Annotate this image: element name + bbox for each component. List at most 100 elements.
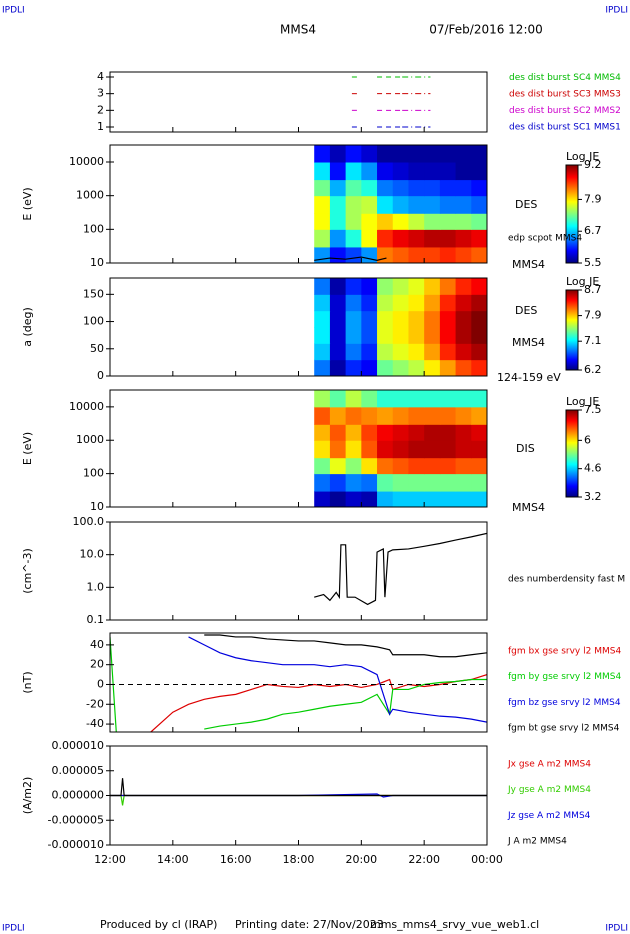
legend-label: fgm bz gse srvy l2 MMS4 (508, 698, 621, 708)
heat-cell (361, 390, 378, 408)
colorbar-tick-label: 7.9 (584, 309, 602, 322)
y-tick-label: 0.000010 (52, 739, 105, 752)
heat-cell (345, 229, 362, 248)
y-tick-label: 3 (97, 87, 104, 100)
panel-label: MMS4 (512, 336, 545, 349)
heat-cell (361, 424, 378, 441)
heat-cell (439, 278, 457, 295)
colorbar-tick-label: 7.1 (584, 334, 602, 347)
heat-cell (329, 213, 347, 230)
frame (109, 521, 488, 621)
heat-cell (314, 406, 331, 425)
heat-cell (455, 294, 472, 312)
heat-cell (329, 195, 347, 214)
heat-cell (314, 457, 331, 475)
heat-cell (345, 390, 362, 408)
panel-label: MMS4 (512, 258, 545, 271)
heat-cell (361, 491, 378, 507)
heat-cell (361, 440, 378, 459)
heat-cell (314, 310, 331, 328)
plot-area (314, 532, 487, 606)
heat-cell (314, 213, 331, 230)
heat-cell (392, 294, 409, 312)
colorbar (565, 289, 579, 371)
heat-cell (424, 359, 441, 376)
y-tick-label: 0.1 (87, 613, 105, 626)
heat-cell (439, 310, 457, 328)
legend-label: des dist burst SC2 MMS2 (509, 106, 621, 116)
heat-cell (439, 424, 457, 441)
plot-area (314, 145, 487, 263)
colorbar-tick-label: 6.7 (584, 224, 602, 237)
heat-cell (392, 213, 409, 230)
y-tick-label: 10000 (69, 155, 104, 168)
heat-cell (377, 229, 394, 248)
y-tick-label: -0.000005 (48, 813, 104, 826)
heat-cell (424, 343, 441, 361)
heat-cell (361, 195, 378, 214)
heat-cell (392, 195, 409, 214)
heat-cell (329, 294, 347, 312)
heat-cell (408, 145, 425, 163)
legend-label: fgm by gse srvy l2 MMS4 (508, 672, 621, 682)
heat-cell (329, 406, 347, 425)
heat-cell (424, 310, 441, 328)
y-tick-label: 40 (90, 638, 104, 651)
heat-cell (361, 343, 378, 361)
heat-cell (471, 327, 487, 344)
heat-cell (314, 278, 331, 295)
heat-cell (361, 310, 378, 328)
heat-cell (455, 424, 472, 441)
heat-cell (439, 229, 457, 248)
heat-cell (471, 406, 487, 425)
series-line (314, 532, 487, 606)
panel-label: DIS (516, 442, 535, 455)
x-tick-label: 20:00 (345, 853, 377, 866)
heat-cell (345, 406, 362, 425)
x-tick-label: 12:00 (94, 853, 126, 866)
heat-cell (455, 179, 472, 197)
plot-area (351, 76, 431, 128)
y-tick-label: 100 (83, 467, 104, 480)
frame (109, 71, 488, 133)
heat-cell (329, 229, 347, 248)
heat-cell (424, 145, 441, 163)
heat-cell (424, 162, 441, 181)
series-line (204, 634, 487, 658)
heat-cell (424, 440, 441, 459)
y-tick-label: 0 (97, 677, 104, 690)
y-tick-label: 100.0 (73, 515, 105, 528)
heat-cell (392, 343, 409, 361)
heat-cell (455, 343, 472, 361)
colorbar-tick-label: 6 (584, 433, 591, 446)
heat-cell (329, 327, 347, 344)
heat-cell (377, 457, 394, 475)
heat-cell (329, 359, 347, 376)
heat-cell (424, 229, 441, 248)
heat-cell (455, 278, 472, 295)
heat-cell (329, 310, 347, 328)
heat-cell (345, 327, 362, 344)
heat-cell (439, 145, 457, 163)
heat-cell (408, 310, 425, 328)
heat-cell (377, 162, 394, 181)
heat-cell (314, 440, 331, 459)
heat-cell (329, 179, 347, 197)
y-tick-label: 0 (97, 369, 104, 382)
heat-cell (329, 278, 347, 295)
y-tick-label: -0.000010 (48, 838, 104, 851)
legend-label: Jy gse A m2 MMS4 (507, 785, 591, 795)
series-label: edp scpot MMS4 (508, 234, 582, 244)
heat-cell (361, 162, 378, 181)
heat-cell (471, 424, 487, 441)
x-tick-label: 00:00 (471, 853, 503, 866)
heat-cell (424, 195, 441, 214)
heat-cell (345, 359, 362, 376)
heat-cell (361, 327, 378, 344)
legend-label: des numberdensity fast M (508, 575, 625, 585)
heat-cell (377, 310, 394, 328)
heat-cell (455, 473, 472, 492)
heat-cell (361, 229, 378, 248)
heat-cell (392, 406, 409, 425)
